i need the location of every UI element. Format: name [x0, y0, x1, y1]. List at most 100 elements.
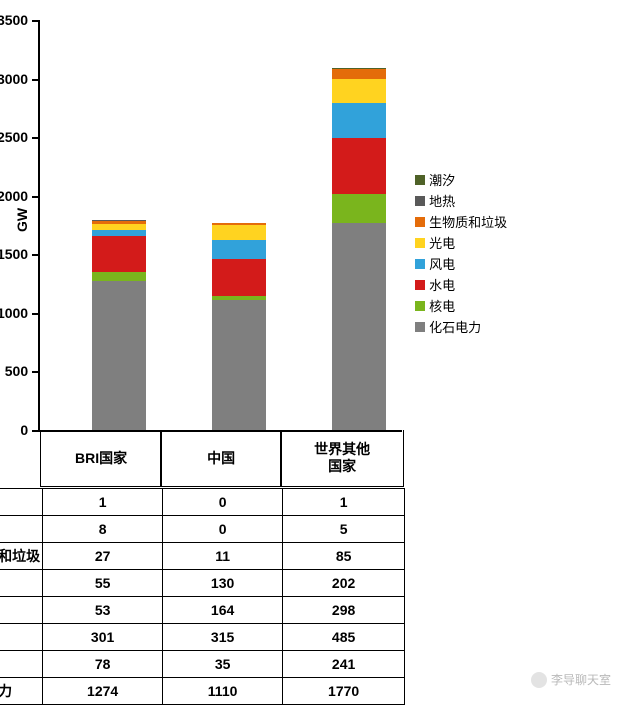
legend-item-nuclear: 核电 — [415, 296, 507, 315]
y-tick-label: 1500 — [0, 246, 40, 262]
bar-segment-solar — [212, 225, 266, 240]
table-row-header: 潮汐 — [0, 489, 43, 516]
table-cell: 8 — [43, 516, 163, 543]
legend-swatch — [415, 196, 425, 206]
bar-segment-hydro — [332, 138, 386, 195]
table-cell: 130 — [163, 570, 283, 597]
table-row: 生物质和垃圾271185 — [0, 543, 405, 570]
table-row-header: 风电 — [0, 597, 43, 624]
bar-segment-hydro — [212, 259, 266, 296]
legend-item-geothermal: 地热 — [415, 191, 507, 210]
table-row-header: 水电 — [0, 624, 43, 651]
table-cell: 241 — [283, 651, 405, 678]
bar-segment-fossil — [92, 281, 146, 430]
plot-inner — [40, 20, 402, 430]
legend-item-solar: 光电 — [415, 233, 507, 252]
plot-area: 0500100015002000250030003500BRI国家中国世界其他国… — [38, 20, 402, 432]
y-tick-label: 0 — [20, 422, 40, 438]
table-row-header: 光电 — [0, 570, 43, 597]
category-label: 世界其他国家 — [280, 430, 404, 487]
table-cell: 0 — [163, 489, 283, 516]
bar-segment-wind — [332, 103, 386, 138]
table-row: 光电55130202 — [0, 570, 405, 597]
table-cell: 55 — [43, 570, 163, 597]
legend-swatch — [415, 217, 425, 227]
bar-segment-biomass — [332, 69, 386, 79]
data-table: 潮汐101地热805生物质和垃圾271185光电55130202风电531642… — [0, 488, 405, 705]
table-cell: 1274 — [43, 678, 163, 705]
bar-column — [212, 223, 266, 430]
table-cell: 485 — [283, 624, 405, 651]
legend-label: 潮汐 — [429, 170, 455, 189]
watermark: 李导聊天室 — [531, 671, 611, 688]
bar-segment-nuclear — [92, 272, 146, 281]
table-cell: 5 — [283, 516, 405, 543]
bar-segment-fossil — [212, 300, 266, 430]
legend-item-fossil: 化石电力 — [415, 317, 507, 336]
table-cell: 85 — [283, 543, 405, 570]
table-row-header: 生物质和垃圾 — [0, 543, 43, 570]
bar-column — [332, 68, 386, 430]
y-tick-label: 2500 — [0, 129, 40, 145]
bar-segment-fossil — [332, 223, 386, 430]
legend-label: 风电 — [429, 254, 455, 273]
table-cell: 1 — [43, 489, 163, 516]
legend-item-hydro: 水电 — [415, 275, 507, 294]
table-cell: 11 — [163, 543, 283, 570]
y-tick-label: 1000 — [0, 305, 40, 321]
legend-swatch — [415, 322, 425, 332]
legend-item-wind: 风电 — [415, 254, 507, 273]
legend-label: 光电 — [429, 233, 455, 252]
table-row-header: 化石电力 — [0, 678, 43, 705]
table-row-label: 生物质和垃圾 — [0, 548, 40, 564]
bar-column — [92, 220, 146, 430]
legend-item-tidal: 潮汐 — [415, 170, 507, 189]
table-row: 地热805 — [0, 516, 405, 543]
y-tick-label: 2000 — [0, 188, 40, 204]
table-row: 核电7835241 — [0, 651, 405, 678]
category-label: 中国 — [160, 430, 282, 487]
legend-swatch — [415, 280, 425, 290]
legend-item-biomass: 生物质和垃圾 — [415, 212, 507, 231]
table-row-header: 核电 — [0, 651, 43, 678]
table-cell: 315 — [163, 624, 283, 651]
bar-segment-hydro — [92, 236, 146, 271]
table-cell: 298 — [283, 597, 405, 624]
table-row: 化石电力 127411101770 — [0, 678, 405, 705]
legend-swatch — [415, 175, 425, 185]
table-cell: 164 — [163, 597, 283, 624]
legend: 潮汐地热生物质和垃圾光电风电水电核电化石电力 — [415, 170, 507, 338]
table-cell: 1 — [283, 489, 405, 516]
bar-segment-wind — [212, 240, 266, 259]
plot-column: 0500100015002000250030003500BRI国家中国世界其他国… — [34, 10, 405, 705]
table-row: 潮汐101 — [0, 489, 405, 516]
table-cell: 1770 — [283, 678, 405, 705]
bar-segment-nuclear — [332, 194, 386, 222]
wechat-icon — [531, 672, 547, 688]
y-axis-label: GW — [14, 208, 30, 232]
table-cell: 78 — [43, 651, 163, 678]
watermark-text: 李导聊天室 — [551, 671, 611, 688]
table-row: 水电301315485 — [0, 624, 405, 651]
legend-swatch — [415, 259, 425, 269]
table-row-label: 化石电力 — [0, 683, 12, 699]
chart-container: GW 0500100015002000250030003500BRI国家中国世界… — [10, 10, 613, 705]
table-cell: 202 — [283, 570, 405, 597]
table-row: 风电53164298 — [0, 597, 405, 624]
legend-swatch — [415, 238, 425, 248]
table-cell: 301 — [43, 624, 163, 651]
table-cell: 1110 — [163, 678, 283, 705]
y-tick-label: 500 — [5, 363, 40, 379]
y-tick-label: 3500 — [0, 12, 40, 28]
legend-label: 地热 — [429, 191, 455, 210]
bar-segment-solar — [332, 79, 386, 103]
table-cell: 0 — [163, 516, 283, 543]
legend-label: 化石电力 — [429, 317, 481, 336]
y-tick-label: 3000 — [0, 71, 40, 87]
table-cell: 53 — [43, 597, 163, 624]
legend-swatch — [415, 301, 425, 311]
table-cell: 27 — [43, 543, 163, 570]
category-label: BRI国家 — [40, 430, 162, 487]
legend-label: 生物质和垃圾 — [429, 212, 507, 231]
table-cell: 35 — [163, 651, 283, 678]
